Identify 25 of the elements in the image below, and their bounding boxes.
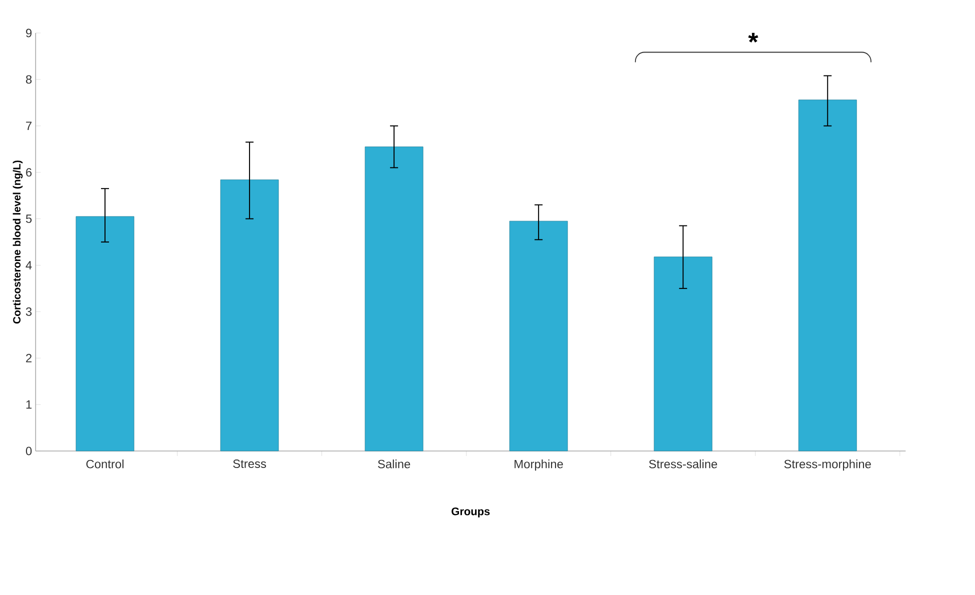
y-tick-label: 2 bbox=[26, 354, 32, 362]
bar bbox=[509, 220, 568, 452]
x-tick-label: Control bbox=[86, 460, 124, 468]
y-tick-label: 9 bbox=[26, 28, 32, 38]
y-tick-label: 7 bbox=[26, 122, 32, 130]
x-axis-title: Groups bbox=[452, 508, 490, 518]
annotation: * bbox=[748, 32, 758, 43]
y-tick-label: 5 bbox=[26, 214, 32, 223]
bar bbox=[220, 180, 279, 452]
bar bbox=[798, 100, 857, 452]
y-tick-label: 1 bbox=[26, 400, 32, 409]
x-tick-label: Stress bbox=[233, 460, 266, 468]
y-tick-label: 0 bbox=[26, 446, 32, 456]
x-tick-label: Stress-saline bbox=[649, 460, 718, 468]
y-axis-title: Corticosterone blood level (ng/L) bbox=[12, 160, 23, 324]
bar bbox=[76, 216, 134, 452]
x-tick-label: Saline bbox=[378, 460, 410, 468]
y-tick-label: 4 bbox=[26, 261, 32, 270]
x-tick-label: Morphine bbox=[514, 460, 563, 471]
x-tick-label: Stress-morphine bbox=[784, 460, 871, 471]
bar bbox=[654, 256, 712, 452]
bar bbox=[364, 146, 424, 452]
y-tick-label: 8 bbox=[26, 75, 32, 84]
y-tick-label: 6 bbox=[26, 168, 32, 177]
y-tick-label: 3 bbox=[26, 307, 32, 316]
